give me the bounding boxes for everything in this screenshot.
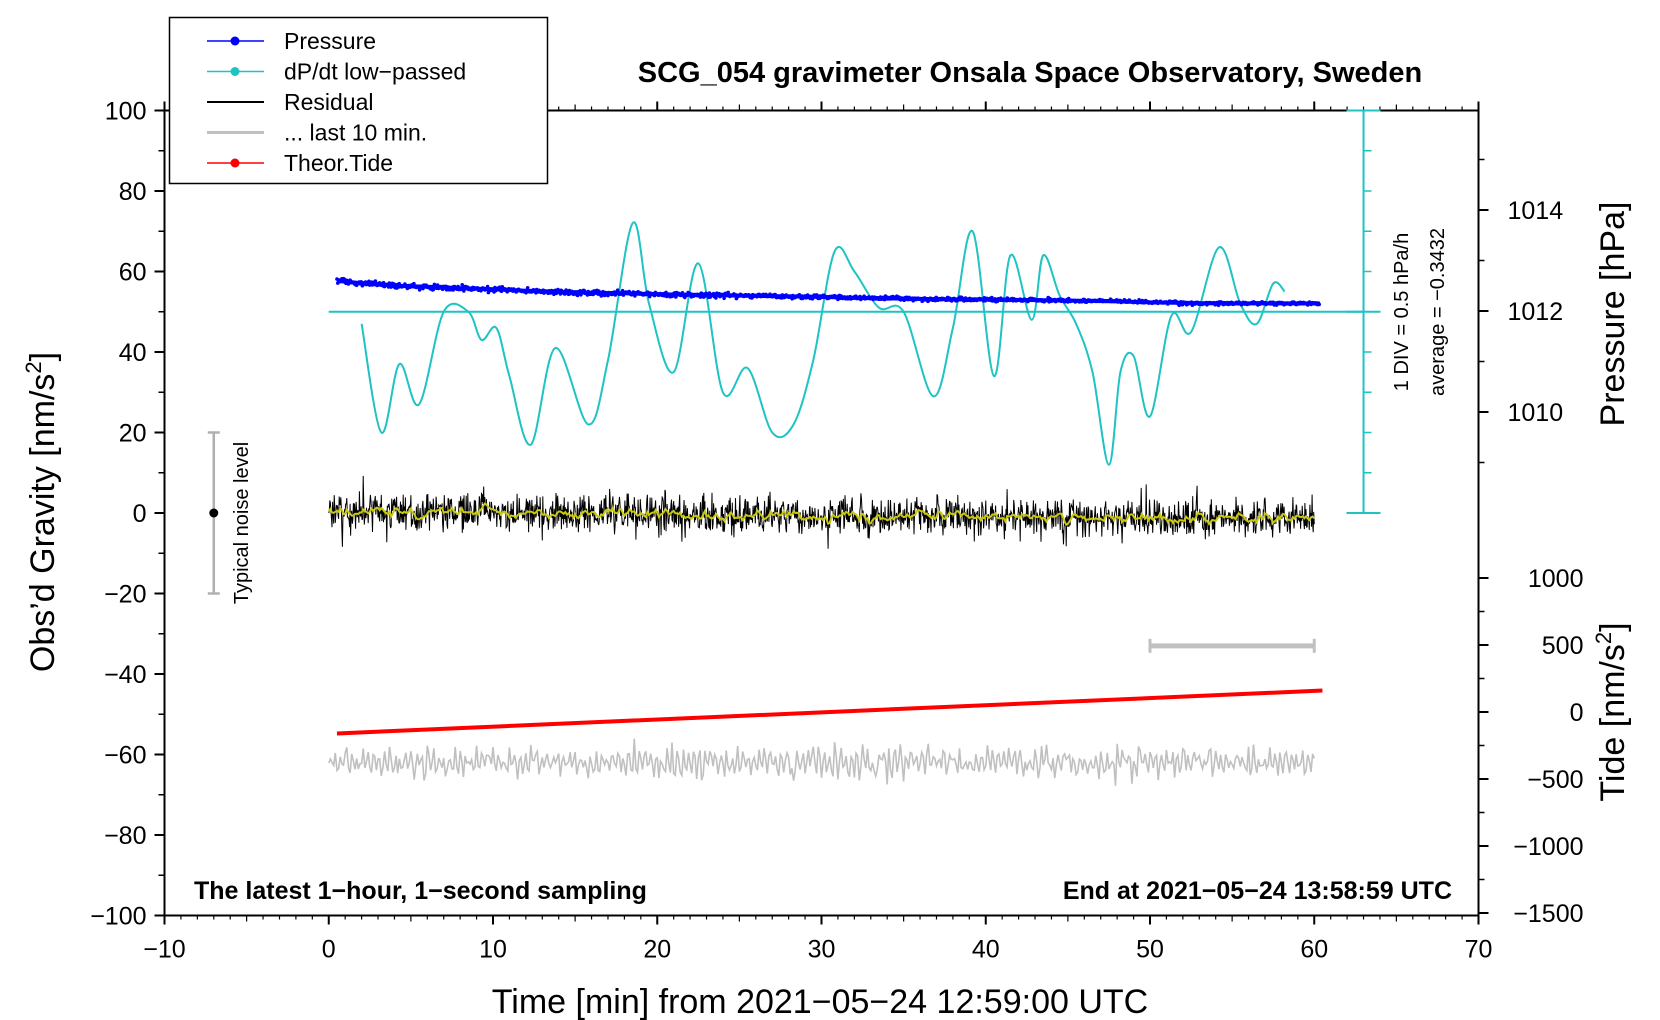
y-tick-label-left: −80 — [104, 822, 146, 850]
tide-tick-label: 0 — [1570, 699, 1584, 727]
div-scale-label: 1 DIV = 0.5 hPa/h — [1391, 233, 1413, 391]
legend-label: ... last 10 min. — [284, 120, 427, 146]
x-tick-label: 70 — [1465, 936, 1493, 964]
y-tick-label-left: −60 — [104, 742, 146, 770]
series-theor-tide — [336, 688, 1323, 736]
x-tick-label: 50 — [1136, 936, 1164, 964]
x-tick-label: 0 — [322, 936, 336, 964]
pressure-point — [525, 286, 530, 290]
x-tick-label: 20 — [643, 936, 671, 964]
tide-tick-label: 1000 — [1528, 565, 1584, 593]
x-axis-title: Time [min] from 2021−05−24 12:59:00 UTC — [492, 983, 1148, 1020]
pressure-point — [417, 288, 422, 292]
y-tick-label-left: −40 — [104, 661, 146, 689]
y-tick-label-left: 0 — [133, 500, 147, 528]
pressure-point — [460, 283, 465, 287]
tide-tick-label: −1000 — [1513, 833, 1583, 861]
pressure-point — [575, 293, 580, 298]
pressure-tick-label: 1014 — [1508, 197, 1564, 225]
tide-tick-label: 500 — [1542, 632, 1584, 660]
y-tick-label-left: 20 — [119, 420, 147, 448]
legend-marker — [230, 67, 240, 76]
y-tick-label-left: 60 — [119, 259, 147, 287]
x-tick-label: 60 — [1300, 936, 1328, 964]
tick-labels: −10 0 10 20 30 40 50 60 70−100−80−60−40−20020406… — [90, 98, 1583, 964]
y-tick-label-left: −100 — [90, 903, 146, 931]
legend-marker — [230, 158, 240, 168]
series-layer — [207, 109, 1381, 786]
pressure-tick-label: 1010 — [1508, 399, 1564, 427]
y-axis-title-pressure: Pressure [hPa] — [1594, 202, 1632, 427]
end-time-note: End at 2021−05−24 13:58:59 UTC — [1063, 877, 1452, 905]
series-pressure-line — [336, 278, 1315, 306]
y-tick-label-left: −20 — [104, 581, 146, 609]
noise-level-center-dot — [209, 508, 219, 518]
x-tick-label: 30 — [808, 936, 836, 964]
x-tick-label: −10 — [143, 936, 185, 964]
x-tick-label: 40 — [972, 936, 1000, 964]
legend-label: dP/dt low−passed — [284, 59, 466, 85]
series-dpdt-low-passed — [360, 221, 1286, 466]
legend-label: Pressure — [284, 28, 376, 54]
legend-label: Residual — [284, 89, 374, 115]
y-tick-label-left: 40 — [119, 339, 147, 367]
legend-label: Theor.Tide — [284, 150, 393, 176]
y-tick-label-left: 80 — [119, 178, 147, 206]
series-residual-smoothed — [328, 502, 1316, 527]
pressure-tick-label: 1012 — [1508, 298, 1564, 326]
legend-marker — [230, 36, 240, 46]
pressure-point — [722, 296, 726, 301]
pressure-point — [373, 279, 378, 283]
tick-marks — [154, 101, 1489, 925]
y-axis-title-tide: Tide [nm/s2] — [1591, 622, 1632, 801]
sampling-note: The latest 1−hour, 1−second sampling — [194, 877, 647, 905]
tide-tick-label: −500 — [1527, 766, 1583, 794]
legend-box — [168, 16, 549, 185]
chart-title: SCG_054 gravimeter Onsala Space Observat… — [638, 57, 1422, 89]
series-last-10-min — [328, 738, 1316, 786]
pressure-point — [726, 290, 730, 295]
tide-tick-label: −1500 — [1513, 900, 1583, 928]
x-tick-label: 10 — [479, 936, 507, 964]
pressure-point — [1317, 302, 1321, 307]
legend: Pressure dP/dt low−passed Residual ... last… — [168, 16, 549, 185]
noise-level-label: Typical noise level — [231, 442, 253, 604]
average-label: average = −0.3432 — [1427, 228, 1449, 396]
legend-entries: Pressure dP/dt low−passed Residual ... last… — [207, 28, 466, 176]
y-tick-label-left: 100 — [105, 98, 147, 126]
y-axis-title-gravity: Obs’d Gravity [nm/s2] — [21, 352, 62, 672]
